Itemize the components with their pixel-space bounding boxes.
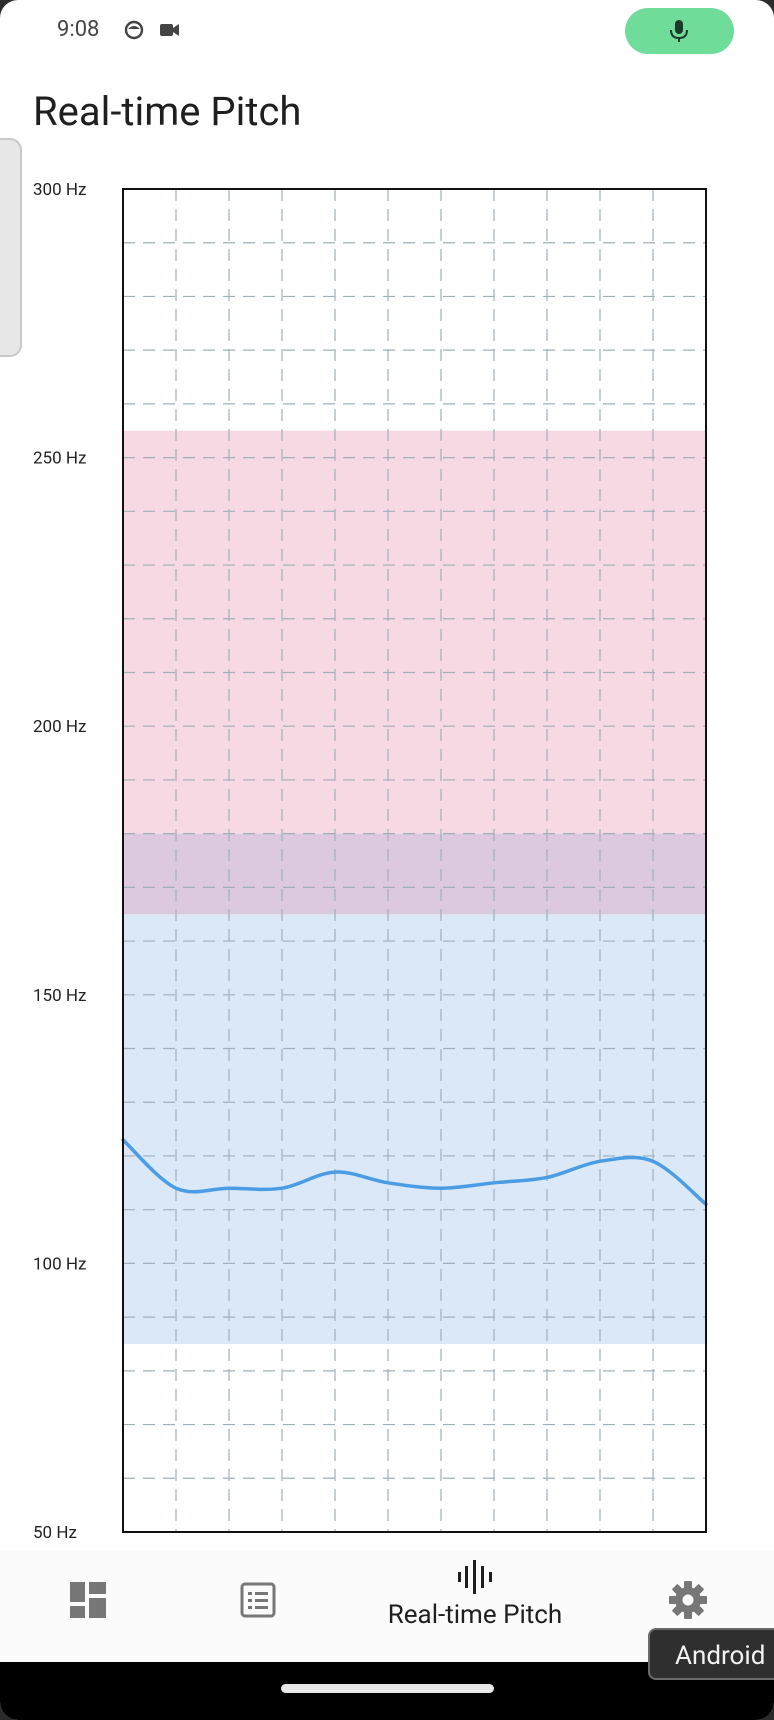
y-tick-label: 50 Hz	[33, 1523, 77, 1543]
y-tick-label: 150 Hz	[33, 986, 86, 1006]
status-time: 9:08	[57, 17, 100, 42]
nav-list[interactable]	[220, 1550, 296, 1662]
nav-real-time-pitch-label: Real-time Pitch	[387, 1600, 563, 1630]
range-band-2	[123, 914, 706, 1344]
side-handle[interactable]	[0, 138, 22, 357]
face-icon	[124, 20, 144, 44]
page-title: Real-time Pitch	[33, 88, 302, 135]
dashboard-icon	[70, 1582, 106, 1618]
microphone-icon	[670, 20, 688, 42]
video-camera-icon	[160, 22, 180, 42]
pitch-chart: 50 Hz 100 Hz 150 Hz 200 Hz 250 Hz 300 Hz	[33, 180, 708, 1543]
y-tick-label: 200 Hz	[33, 717, 86, 737]
status-bar: 9:08	[0, 0, 774, 64]
plot-border	[122, 188, 707, 1533]
y-tick-label: 100 Hz	[33, 1254, 86, 1274]
range-band-1	[123, 430, 706, 834]
bottom-nav: Real-time Pitch	[0, 1550, 774, 1662]
mic-indicator[interactable]	[625, 8, 734, 54]
y-tick-label: 250 Hz	[33, 449, 86, 469]
gesture-navigation-bar	[0, 1662, 774, 1720]
pitch-series-line	[121, 1138, 708, 1207]
settings-icon	[669, 1581, 707, 1619]
range-band-3	[123, 833, 706, 915]
list-icon	[240, 1582, 276, 1618]
toast-message: Android	[648, 1628, 774, 1680]
nav-dashboard[interactable]	[50, 1550, 126, 1662]
waveform-icon	[458, 1560, 492, 1594]
nav-settings[interactable]	[650, 1550, 726, 1662]
nav-real-time-pitch[interactable]: Real-time Pitch	[370, 1550, 580, 1662]
home-gesture-handle[interactable]	[281, 1684, 494, 1693]
y-tick-label: 300 Hz	[33, 180, 86, 200]
